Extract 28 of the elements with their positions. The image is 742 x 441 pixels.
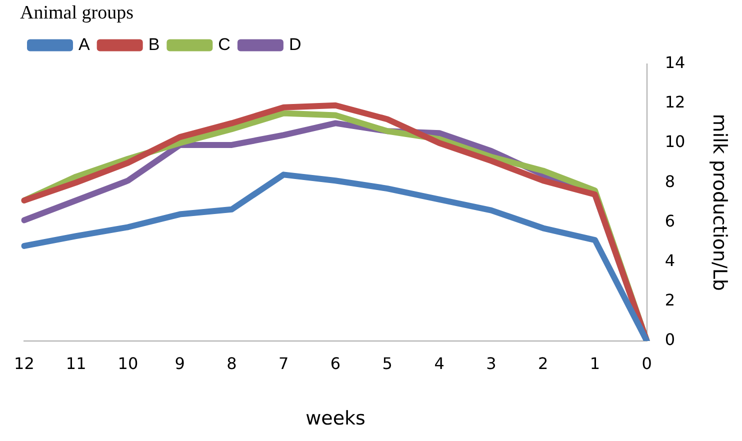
legend-label: C: [218, 34, 230, 54]
x-tick-label: 2: [538, 354, 548, 373]
x-axis-title: weeks: [306, 408, 366, 430]
x-tick-label: 6: [330, 354, 341, 373]
y-tick-label: 2: [664, 290, 676, 310]
x-tick-label: 9: [174, 354, 185, 373]
y-tick-label: 10: [664, 132, 686, 152]
x-tick-label: 3: [486, 354, 496, 373]
legend-label: B: [148, 34, 160, 54]
legend-title: Animal groups: [20, 2, 134, 24]
y-tick-label: 12: [664, 92, 686, 112]
x-tick-label: 7: [278, 354, 289, 373]
x-tick-label: 1: [590, 354, 600, 373]
y-tick-label: 4: [664, 250, 676, 270]
x-tick-label: 8: [226, 354, 237, 373]
y-tick-label: 6: [664, 211, 676, 230]
x-tick-label: 10: [118, 354, 138, 373]
legend-label: D: [288, 34, 302, 54]
y-tick-label: 8: [664, 172, 676, 191]
x-tick-label: 11: [66, 354, 86, 373]
legend-label: A: [78, 34, 90, 54]
y-tick-label: 14: [664, 52, 686, 72]
y-tick-label: 0: [664, 330, 676, 350]
x-tick-label: 12: [14, 354, 34, 373]
x-tick-label: 0: [642, 354, 652, 373]
y-axis-title: milk production/Lb: [708, 114, 731, 291]
x-tick-label: 5: [382, 354, 392, 373]
x-tick-label: 4: [434, 354, 444, 373]
